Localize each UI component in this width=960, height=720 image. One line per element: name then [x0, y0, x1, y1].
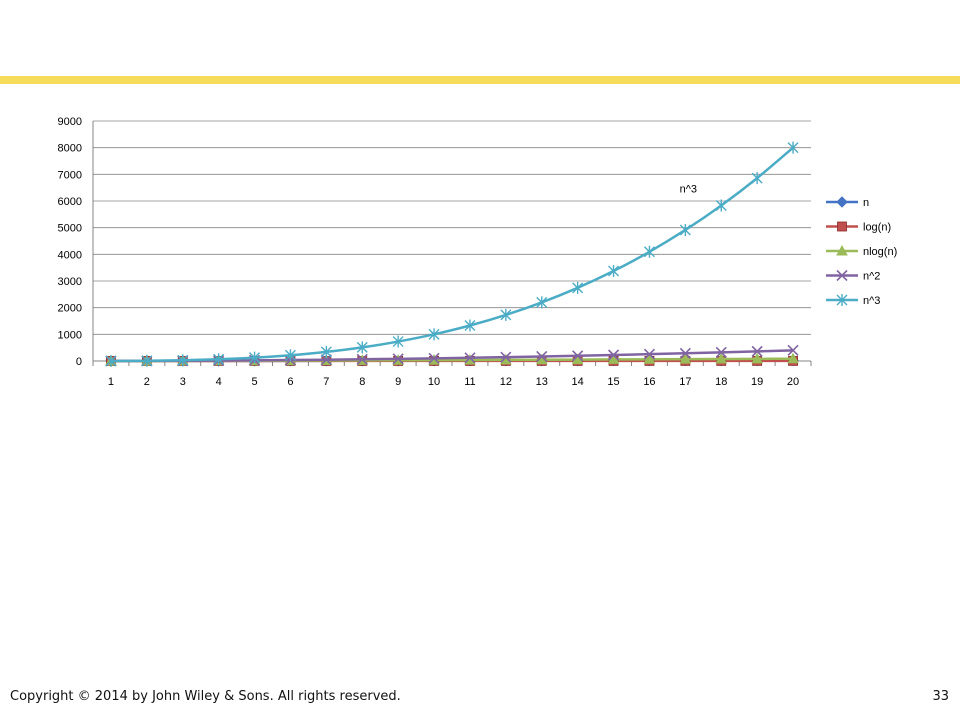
legend-label: nlog(n): [863, 246, 897, 258]
series-n^3: [105, 141, 799, 367]
data-point: [392, 353, 404, 365]
x-tick-label: 17: [679, 376, 691, 388]
x-tick-label: 18: [715, 376, 727, 388]
data-point: [679, 223, 691, 236]
x-tick-label: 8: [359, 376, 365, 388]
data-point: [787, 352, 799, 364]
data-point: [177, 354, 189, 367]
legend: nlog(n)nlog(n)n^2n^3: [826, 196, 897, 307]
data-point: [428, 352, 440, 364]
data-point: [356, 353, 368, 365]
legend-item: n^3: [826, 294, 880, 307]
data-point: [679, 347, 691, 359]
data-point: [213, 353, 225, 366]
data-point: [643, 348, 656, 360]
legend-item: log(n): [826, 222, 891, 234]
legend-label: n^3: [863, 295, 880, 307]
x-tick-label: 14: [572, 376, 584, 388]
data-point: [679, 353, 692, 364]
data-point: [428, 328, 440, 341]
y-tick-label: 3000: [58, 276, 82, 288]
x-tick-label: 1: [108, 376, 114, 388]
data-point: [500, 308, 512, 321]
data-point: [320, 345, 332, 358]
y-tick-label: 0: [76, 356, 82, 368]
series-line: [110, 349, 794, 363]
gridlines: [93, 120, 811, 362]
y-tick-label: 5000: [58, 223, 82, 235]
x-tick-label: 3: [180, 376, 186, 388]
legend-item: n^2: [826, 269, 880, 283]
data-point: [464, 352, 476, 364]
data-point: [715, 346, 727, 358]
data-point: [572, 281, 584, 294]
data-point: [320, 354, 332, 366]
data-point: [464, 319, 476, 332]
legend-marker: [836, 196, 848, 208]
legend-label: n: [863, 197, 869, 209]
y-tick-label: 1000: [58, 329, 82, 341]
data-point: [607, 349, 620, 361]
annotations: n^3: [680, 183, 697, 195]
legend-item: n: [826, 196, 869, 209]
legend-marker: [836, 244, 848, 256]
annotation-label: n^3: [680, 183, 697, 195]
data-point: [105, 354, 117, 367]
data-point: [536, 296, 548, 309]
x-tick-label: 9: [395, 376, 401, 388]
data-point: [356, 341, 368, 354]
legend-marker: [837, 221, 847, 232]
y-tick-label: 8000: [58, 143, 82, 155]
y-tick-label: 9000: [58, 116, 82, 128]
page-number: 33: [932, 689, 949, 704]
data-point: [715, 199, 727, 212]
legend-item: nlog(n): [826, 244, 897, 258]
accent-bar: [0, 76, 960, 84]
series-line: [110, 146, 794, 363]
x-tick-label: 20: [787, 376, 799, 388]
series-lines: [105, 141, 799, 367]
y-tick-label: 6000: [58, 196, 82, 208]
x-tick-label: 11: [464, 376, 475, 388]
data-point: [787, 344, 799, 356]
x-tick-label: 10: [428, 376, 440, 388]
x-tick-label: 12: [500, 376, 512, 388]
legend-marker: [836, 269, 848, 282]
x-tick-label: 19: [751, 376, 763, 388]
data-point: [500, 351, 512, 363]
data-point: [607, 353, 620, 364]
data-point: [608, 265, 620, 277]
data-point: [751, 172, 763, 185]
data-point: [284, 349, 296, 362]
data-point: [572, 350, 584, 362]
data-point: [643, 245, 655, 258]
y-tick-label: 2000: [58, 303, 82, 315]
x-tick-label: 4: [216, 376, 222, 388]
data-point: [787, 141, 799, 154]
x-tick-label: 15: [607, 376, 619, 388]
x-tick-label: 5: [251, 376, 257, 388]
data-point: [751, 345, 763, 357]
x-tick-label: 7: [323, 376, 329, 388]
x-tick-label: 16: [643, 376, 655, 388]
data-point: [249, 351, 261, 364]
data-point: [643, 353, 656, 364]
data-point: [141, 354, 153, 367]
data-point: [715, 352, 728, 364]
y-tick-label: 4000: [58, 249, 82, 261]
y-tick-label: 7000: [58, 169, 82, 181]
x-tick-label: 13: [536, 376, 548, 388]
x-tick-label: 6: [287, 376, 293, 388]
x-tick-label: 2: [144, 376, 150, 388]
legend-marker: [836, 294, 848, 306]
data-point: [392, 335, 404, 348]
legend-label: n^2: [863, 271, 880, 283]
data-point: [751, 352, 763, 364]
legend-label: log(n): [863, 222, 891, 234]
copyright-text: Copyright © 2014 by John Wiley & Sons. A…: [10, 689, 401, 704]
data-point: [536, 350, 548, 363]
